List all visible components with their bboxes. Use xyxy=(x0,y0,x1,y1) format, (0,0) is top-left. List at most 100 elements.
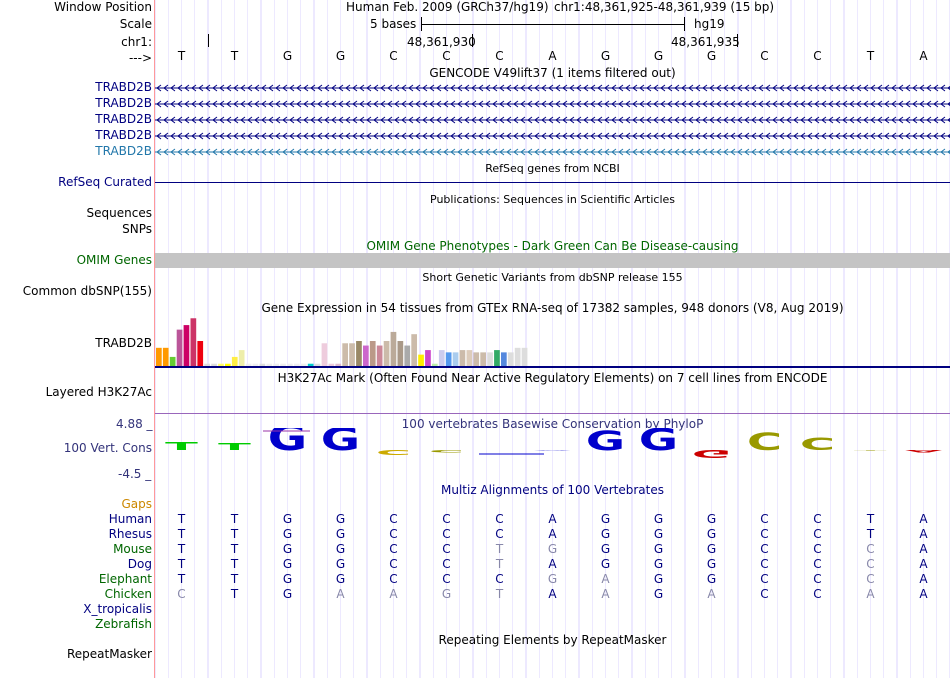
scale-bar xyxy=(421,24,685,25)
publications-sequences-label[interactable]: Sequences xyxy=(86,206,152,220)
h3k27ac-track-title[interactable]: H3K27Ac Mark (Often Found Near Active Re… xyxy=(277,371,828,385)
strand-arrow-label: ---> xyxy=(128,51,152,65)
gencode-transcript-label[interactable]: TRABD2B xyxy=(95,144,152,158)
gtex-tissue-bar xyxy=(183,325,190,366)
dbsnp-track-title[interactable]: Short Genetic Variants from dbSNP releas… xyxy=(422,271,683,284)
gtex-tissue-bar xyxy=(273,363,279,366)
multiz-aligned-base: T xyxy=(177,512,186,526)
gtex-tissue-bar xyxy=(218,363,224,366)
gencode-transcript-line[interactable] xyxy=(155,83,950,93)
publications-snps-label[interactable]: SNPs xyxy=(122,222,152,236)
gtex-tissue-bar xyxy=(494,350,500,366)
repeatmasker-track-label[interactable]: RepeatMasker xyxy=(66,647,152,661)
multiz-aligned-base: A xyxy=(548,512,557,526)
gencode-transcript-line[interactable] xyxy=(155,131,950,141)
multiz-aligned-base: C xyxy=(442,512,451,526)
refseq-track-title[interactable]: RefSeq genes from NCBI xyxy=(485,162,620,175)
gencode-track-title[interactable]: GENCODE V49lift37 (1 items filtered out) xyxy=(429,66,676,80)
multiz-aligned-base: C xyxy=(866,542,875,556)
multiz-species-label[interactable]: X_tropicalis xyxy=(83,602,152,616)
multiz-aligned-base: G xyxy=(653,527,664,541)
multiz-species-label[interactable]: Mouse xyxy=(113,542,152,556)
multiz-aligned-base: G xyxy=(441,587,452,601)
multiz-aligned-base: G xyxy=(282,512,293,526)
omim-track-title[interactable]: OMIM Gene Phenotypes - Dark Green Can Be… xyxy=(366,239,739,253)
multiz-aligned-base: C xyxy=(866,557,875,571)
multiz-aligned-base: A xyxy=(707,587,716,601)
gtex-tissue-bar xyxy=(335,363,342,366)
multiz-aligned-base: G xyxy=(653,587,664,601)
multiz-aligned-base: C xyxy=(495,527,504,541)
refseq-track-label[interactable]: RefSeq Curated xyxy=(58,175,152,189)
dna-base: G xyxy=(282,49,293,63)
multiz-aligned-base: T xyxy=(230,572,239,586)
multiz-aligned-base: T xyxy=(177,572,186,586)
dna-base: G xyxy=(335,49,346,63)
phylop-base-letter: T xyxy=(165,440,198,452)
gencode-transcript-label[interactable]: TRABD2B xyxy=(95,112,152,126)
gtex-tissue-bar xyxy=(245,363,252,366)
multiz-species-label[interactable]: Rhesus xyxy=(108,527,152,541)
assembly-name: Human Feb. 2009 (GRCh37/hg19) xyxy=(346,0,549,14)
gencode-transcript-label[interactable]: TRABD2B xyxy=(95,80,152,94)
multiz-aligned-base: C xyxy=(495,512,504,526)
gtex-bar-graph[interactable] xyxy=(155,316,535,368)
multiz-species-label[interactable]: Human xyxy=(108,512,152,526)
gencode-transcript-label[interactable]: TRABD2B xyxy=(95,96,152,110)
omim-gene-bar[interactable] xyxy=(155,253,950,268)
multiz-aligned-base: G xyxy=(600,557,611,571)
phylop-track-title[interactable]: 100 vertebrates Basewise Conservation by… xyxy=(401,417,704,431)
multiz-species-label[interactable]: Zebrafish xyxy=(95,617,152,631)
dna-base: C xyxy=(442,49,451,63)
gencode-transcript-line[interactable] xyxy=(155,99,950,109)
multiz-track-title[interactable]: Multiz Alignments of 100 Vertebrates xyxy=(440,483,665,497)
phylop-base-letter: G xyxy=(321,428,360,458)
multiz-aligned-base: T xyxy=(177,542,186,556)
multiz-species-label[interactable]: Dog xyxy=(127,557,152,571)
refseq-gene-line[interactable] xyxy=(155,182,950,183)
dbsnp-track-label[interactable]: Common dbSNP(155) xyxy=(22,284,152,298)
multiz-aligned-base: T xyxy=(230,512,239,526)
gencode-transcript-line[interactable] xyxy=(155,147,950,157)
gtex-tissue-bar xyxy=(425,350,431,366)
gtex-tissue-bar xyxy=(445,352,452,366)
multiz-aligned-base: C xyxy=(813,572,822,586)
gencode-transcript-label[interactable]: TRABD2B xyxy=(95,128,152,142)
phylop-base-letter: G xyxy=(692,447,731,459)
gtex-track-label[interactable]: TRABD2B xyxy=(95,336,152,350)
gtex-track-title[interactable]: Gene Expression in 54 tissues from GTEx … xyxy=(261,301,844,315)
position-range: chr1:48,361,925-48,361,939 (15 bp) xyxy=(554,0,775,14)
multiz-aligned-base: A xyxy=(919,572,928,586)
multiz-aligned-base: T xyxy=(495,542,504,556)
multiz-aligned-base: A xyxy=(919,512,928,526)
omim-track-label[interactable]: OMIM Genes xyxy=(76,253,152,267)
gtex-tissue-bar xyxy=(356,341,362,366)
multiz-aligned-base: C xyxy=(813,512,822,526)
gtex-tissue-bar xyxy=(300,363,307,366)
multiz-aligned-base: G xyxy=(335,557,346,571)
gtex-tissue-bar xyxy=(466,350,473,366)
multiz-species-label[interactable]: Elephant xyxy=(98,572,152,586)
multiz-species-label[interactable]: Chicken xyxy=(104,587,152,601)
phylop-base-letter: G xyxy=(586,428,625,457)
gtex-tissue-bar xyxy=(342,343,348,366)
multiz-aligned-base: C xyxy=(760,587,769,601)
multiz-aligned-base: T xyxy=(866,512,875,526)
phylop-track-label[interactable]: 100 Vert. Cons xyxy=(63,441,152,455)
multiz-aligned-base: G xyxy=(653,542,664,556)
h3k27ac-track-label[interactable]: Layered H3K27Ac xyxy=(45,385,152,399)
gtex-tissue-bar xyxy=(418,354,424,366)
gencode-transcript-line[interactable] xyxy=(155,115,950,125)
multiz-aligned-base: G xyxy=(335,512,346,526)
publications-track-title[interactable]: Publications: Sequences in Scientific Ar… xyxy=(430,193,675,206)
phylop-base-letter: G xyxy=(268,428,307,459)
repeatmasker-track-title[interactable]: Repeating Elements by RepeatMasker xyxy=(438,633,667,647)
multiz-gaps-label[interactable]: Gaps xyxy=(121,497,152,511)
gtex-tissue-bar xyxy=(259,363,266,366)
multiz-aligned-base: T xyxy=(866,527,875,541)
gtex-tissue-bar xyxy=(376,345,383,366)
gtex-tissue-bar xyxy=(459,350,466,366)
gtex-tissue-bar xyxy=(404,345,411,366)
dna-base: G xyxy=(706,49,717,63)
